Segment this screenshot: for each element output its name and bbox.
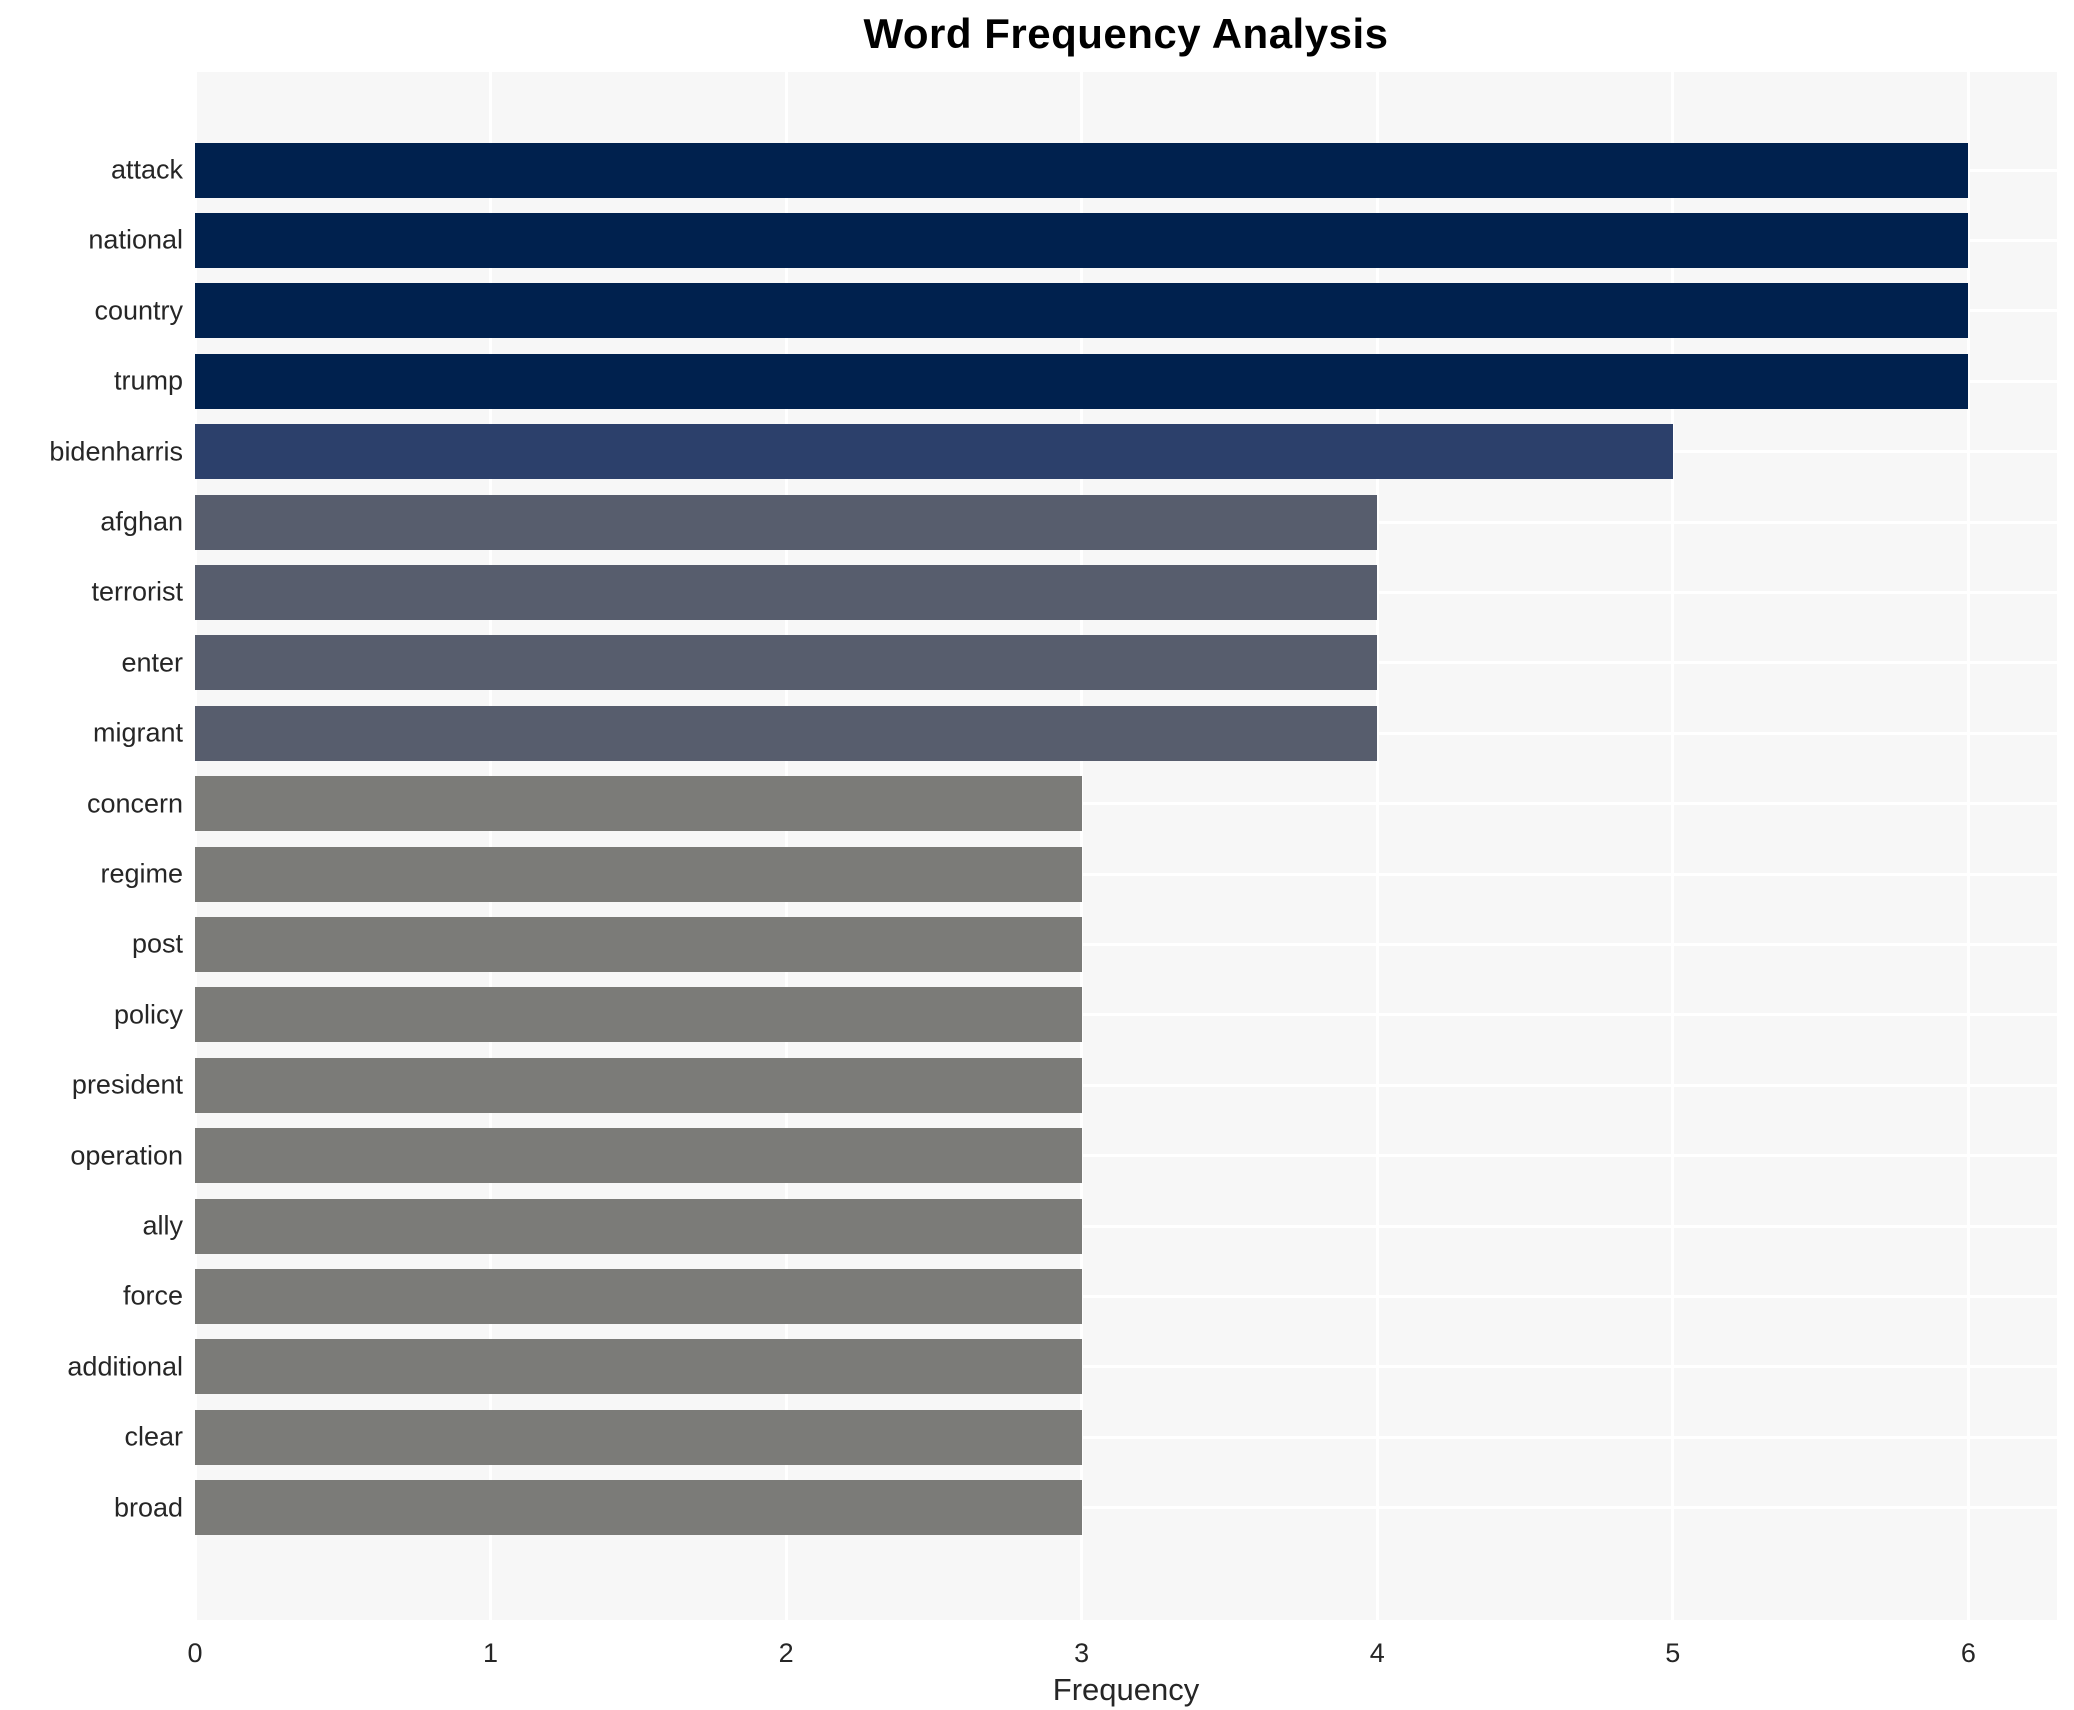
x-gridline	[1080, 72, 1084, 1620]
x-tick-label-3: 3	[1074, 1638, 1090, 1668]
y-tick-label-additional: additional	[67, 1351, 183, 1382]
bar-trump	[195, 353, 1969, 409]
y-gridline	[195, 1013, 2057, 1017]
y-gridline	[195, 1435, 2057, 1439]
y-gridline	[195, 1294, 2057, 1298]
bar-post	[195, 916, 1082, 972]
bar-clear	[195, 1409, 1082, 1465]
y-gridline	[195, 802, 2057, 806]
x-gridline	[489, 72, 493, 1620]
bar-terrorist	[195, 564, 1378, 620]
y-tick-label-terrorist: terrorist	[91, 576, 183, 607]
y-tick-label-bidenharris: bidenharris	[49, 436, 183, 467]
y-tick-label-concern: concern	[86, 788, 183, 819]
y-tick-label-regime: regime	[100, 858, 183, 889]
bar-force	[195, 1268, 1082, 1324]
y-gridline	[195, 1506, 2057, 1510]
bar-ally	[195, 1198, 1082, 1254]
x-tick-label-1: 1	[483, 1638, 499, 1668]
bar-national	[195, 212, 1969, 268]
x-tick-label-6: 6	[1960, 1638, 1976, 1668]
x-gridline	[1375, 72, 1379, 1620]
bar-attack	[195, 142, 1969, 198]
x-tick-label-4: 4	[1369, 1638, 1385, 1668]
x-gridline	[784, 72, 788, 1620]
x-gridline	[193, 72, 197, 1620]
y-tick-label-policy: policy	[113, 999, 183, 1030]
y-axis-labels: attack national country trump bidenharris afg…	[0, 0, 183, 1710]
y-gridline	[195, 1083, 2057, 1087]
y-gridline	[195, 872, 2057, 876]
y-tick-label-national: national	[88, 224, 183, 255]
y-tick-label-attack: attack	[110, 154, 183, 185]
y-tick-label-afghan: afghan	[100, 506, 183, 537]
y-tick-label-broad: broad	[113, 1492, 183, 1523]
y-tick-label-force: force	[122, 1280, 183, 1311]
y-tick-label-president: president	[71, 1069, 183, 1100]
bar-president	[195, 1057, 1082, 1113]
y-gridline	[195, 1154, 2057, 1158]
y-tick-label-trump: trump	[113, 365, 183, 396]
y-gridline	[195, 942, 2057, 946]
bar-afghan	[195, 494, 1378, 550]
x-axis-label: Frequency	[1052, 1672, 1200, 1707]
y-tick-label-country: country	[94, 295, 183, 326]
bar-regime	[195, 846, 1082, 902]
bar-concern	[195, 776, 1082, 832]
y-tick-label-clear: clear	[124, 1421, 183, 1452]
x-tick-label-2: 2	[778, 1638, 794, 1668]
bar-migrant	[195, 705, 1378, 761]
bar-policy	[195, 987, 1082, 1043]
chart-title: Word Frequency Analysis	[863, 10, 1389, 57]
y-tick-label-ally: ally	[142, 1210, 183, 1241]
y-tick-label-operation: operation	[70, 1140, 183, 1171]
plot-area	[193, 72, 2057, 1620]
bar-country	[195, 283, 1969, 339]
y-tick-label-enter: enter	[121, 647, 183, 678]
bar-operation	[195, 1128, 1082, 1184]
y-gridline	[195, 1224, 2057, 1228]
y-gridline	[195, 1365, 2057, 1369]
x-gridline	[1671, 72, 1675, 1620]
bar-broad	[195, 1480, 1082, 1536]
bar-bidenharris	[195, 424, 1673, 480]
x-tick-label-0: 0	[187, 1638, 203, 1668]
bar-additional	[195, 1339, 1082, 1395]
y-tick-label-migrant: migrant	[92, 717, 183, 748]
y-tick-label-post: post	[131, 928, 183, 959]
bar-enter	[195, 635, 1378, 691]
x-gridline	[1966, 72, 1970, 1620]
x-tick-label-5: 5	[1665, 1638, 1681, 1668]
